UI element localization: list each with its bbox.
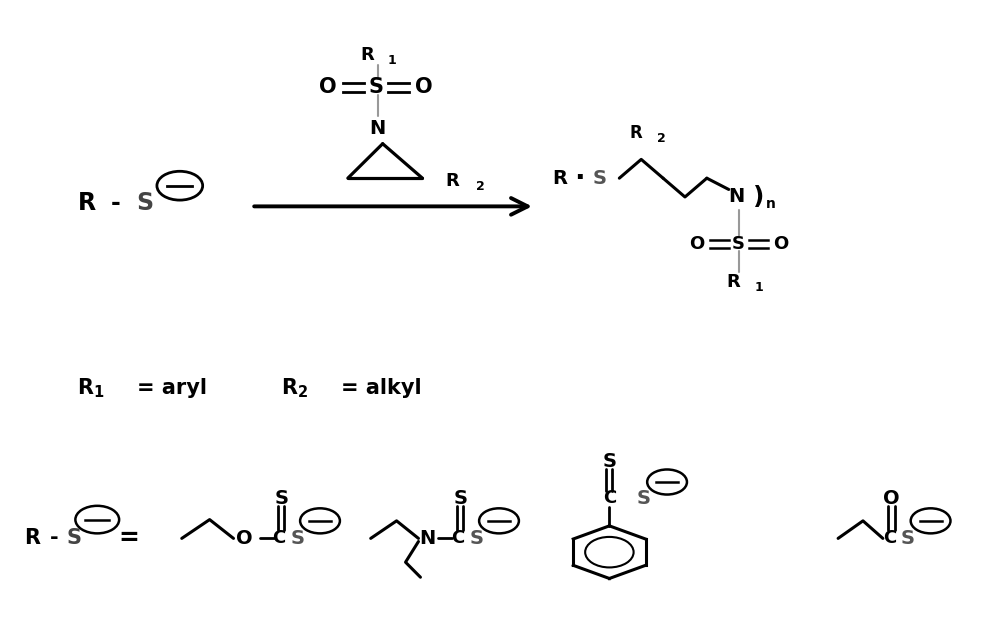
Text: S: S [592, 169, 606, 188]
Text: S: S [290, 529, 304, 548]
Text: C: C [452, 530, 465, 547]
Text: R: R [552, 169, 567, 188]
Text: =: = [119, 526, 140, 550]
Text: S: S [901, 529, 915, 548]
Text: 1: 1 [754, 281, 763, 295]
Text: R: R [361, 46, 375, 64]
Text: 2: 2 [657, 132, 665, 145]
Text: S: S [136, 191, 154, 216]
Text: S: S [636, 489, 650, 507]
Text: = alkyl: = alkyl [341, 378, 422, 398]
Text: N: N [419, 529, 436, 548]
Text: O: O [773, 235, 788, 253]
Text: = aryl: = aryl [137, 378, 207, 398]
Text: S: S [368, 77, 383, 97]
Text: R: R [25, 528, 41, 549]
Text: ·: · [574, 164, 585, 192]
Text: N: N [729, 188, 745, 207]
Text: O: O [689, 235, 705, 253]
Text: S: S [732, 235, 745, 253]
Text: S: S [602, 452, 616, 471]
Text: O: O [883, 489, 899, 507]
Text: 1: 1 [387, 54, 396, 67]
Text: 2: 2 [476, 180, 484, 193]
Text: O: O [319, 77, 337, 97]
Text: O: O [415, 77, 432, 97]
Text: -: - [50, 528, 59, 549]
Text: C: C [273, 530, 286, 547]
Text: n: n [766, 197, 775, 212]
Text: R: R [727, 272, 741, 291]
Text: C: C [883, 530, 896, 547]
Text: C: C [603, 489, 616, 507]
Text: ): ) [753, 185, 764, 209]
Text: S: S [274, 489, 288, 507]
Text: S: S [453, 489, 467, 507]
Text: $\mathbf{R_1}$: $\mathbf{R_1}$ [77, 376, 105, 400]
Text: R: R [630, 124, 643, 142]
Text: R: R [445, 173, 459, 190]
Text: R: R [78, 191, 96, 216]
Text: S: S [469, 529, 483, 548]
Text: O: O [236, 529, 253, 548]
Text: $\mathbf{R_2}$: $\mathbf{R_2}$ [281, 376, 308, 400]
Text: N: N [370, 119, 386, 138]
Text: S: S [67, 528, 82, 549]
Text: -: - [110, 191, 120, 216]
